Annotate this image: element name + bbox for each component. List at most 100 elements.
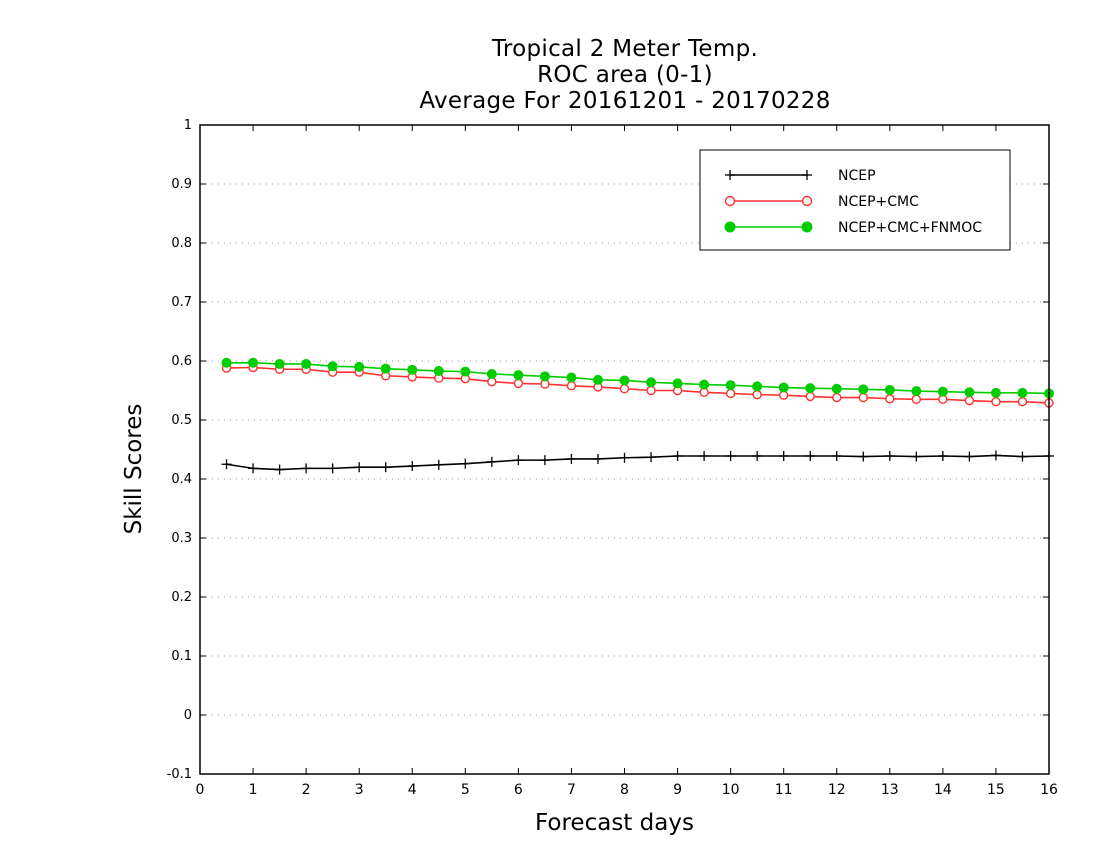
legend-item: NCEP+CMC+FNMOC xyxy=(724,220,982,236)
data-point xyxy=(221,459,232,470)
data-point xyxy=(805,391,815,402)
data-point xyxy=(486,456,497,467)
data-point xyxy=(407,461,418,472)
legend-label: NCEP+CMC xyxy=(838,194,919,210)
data-point xyxy=(460,366,471,377)
data-point xyxy=(592,374,603,385)
data-point xyxy=(646,385,656,396)
data-point xyxy=(672,450,683,461)
data-point xyxy=(619,384,630,394)
legend-marker xyxy=(801,221,813,233)
data-point xyxy=(725,388,736,399)
series-line xyxy=(226,454,1050,471)
data-point xyxy=(539,371,550,382)
data-point xyxy=(1017,451,1028,462)
data-point xyxy=(274,464,285,475)
chart-title-line-2: ROC area (0-1) xyxy=(537,62,713,88)
x-tick-label: 7 xyxy=(567,782,576,798)
y-tick-label: 0.9 xyxy=(171,177,192,192)
data-point xyxy=(858,451,869,462)
legend-marker xyxy=(724,221,736,233)
data-point xyxy=(433,459,444,470)
x-tick-label: 0 xyxy=(196,782,205,798)
series-ncep-cmc xyxy=(221,362,1054,408)
data-point xyxy=(539,455,550,466)
data-point xyxy=(832,392,842,403)
data-point xyxy=(699,450,710,461)
data-point xyxy=(831,450,842,461)
y-tick-label: 0.8 xyxy=(171,236,192,251)
data-point xyxy=(725,450,736,461)
data-point xyxy=(937,386,948,397)
data-point xyxy=(327,361,338,372)
data-point xyxy=(646,452,657,463)
x-tick-label: 2 xyxy=(302,782,311,798)
data-point xyxy=(672,378,683,389)
chart-title-line-1: Tropical 2 Meter Temp. xyxy=(491,36,759,62)
data-point xyxy=(566,381,577,391)
data-point xyxy=(301,463,312,474)
data-point xyxy=(513,370,524,381)
y-tick-label: 0.7 xyxy=(171,295,192,310)
x-axis-label: Forecast days xyxy=(535,810,694,836)
data-point xyxy=(566,453,577,464)
data-point xyxy=(592,453,603,464)
data-point xyxy=(964,451,975,462)
chart-title-line-3: Average For 20161201 - 20170228 xyxy=(419,88,831,114)
y-tick-label: 1 xyxy=(184,118,192,133)
y-tick-label: -0.1 xyxy=(167,767,192,782)
data-point xyxy=(964,395,975,406)
data-point xyxy=(858,392,868,403)
data-point xyxy=(752,381,763,392)
data-point xyxy=(885,394,895,404)
y-tick-label: 0.3 xyxy=(171,531,192,546)
y-axis-label: Skill Scores xyxy=(121,403,147,535)
data-point xyxy=(301,358,312,369)
y-tick-label: 0.5 xyxy=(171,413,192,428)
data-point xyxy=(884,450,895,461)
data-point xyxy=(1017,387,1028,398)
data-point xyxy=(380,363,391,374)
x-tick-label: 3 xyxy=(355,782,364,798)
data-point xyxy=(1017,397,1028,407)
data-point xyxy=(486,368,497,379)
x-tick-label: 1 xyxy=(249,782,258,798)
data-point xyxy=(725,380,736,391)
x-tick-label: 13 xyxy=(881,782,899,798)
x-tick-label: 8 xyxy=(620,782,629,798)
data-point xyxy=(274,358,285,369)
data-point xyxy=(380,462,391,473)
data-point xyxy=(354,462,365,473)
data-point xyxy=(354,361,365,372)
data-point xyxy=(990,387,1001,398)
y-tick-label: 0.1 xyxy=(171,649,192,664)
data-point xyxy=(911,386,922,397)
legend-marker xyxy=(801,195,813,207)
data-point xyxy=(327,463,338,474)
data-point xyxy=(221,357,232,368)
data-point xyxy=(433,366,444,377)
data-point xyxy=(513,378,524,389)
x-tick-label: 12 xyxy=(828,782,846,798)
data-point xyxy=(964,387,975,398)
data-point xyxy=(646,377,657,388)
series-ncep-cmc-fnmoc xyxy=(221,357,1054,399)
data-point xyxy=(884,384,895,395)
data-point xyxy=(248,357,259,368)
series-line xyxy=(226,366,1050,404)
y-tick-label: 0.6 xyxy=(171,354,192,369)
x-tick-label: 16 xyxy=(1040,782,1058,798)
legend-item: NCEP+CMC xyxy=(724,194,919,210)
data-point xyxy=(937,450,948,461)
data-point xyxy=(752,450,763,461)
x-tick-label: 15 xyxy=(987,782,1005,798)
series-ncep xyxy=(221,450,1054,475)
data-point xyxy=(619,452,630,463)
x-tick-label: 5 xyxy=(461,782,470,798)
legend-label: NCEP+CMC+FNMOC xyxy=(838,220,982,236)
data-point xyxy=(991,397,1001,407)
data-point xyxy=(699,379,710,390)
data-point xyxy=(248,463,259,474)
x-tick-label: 14 xyxy=(934,782,952,798)
